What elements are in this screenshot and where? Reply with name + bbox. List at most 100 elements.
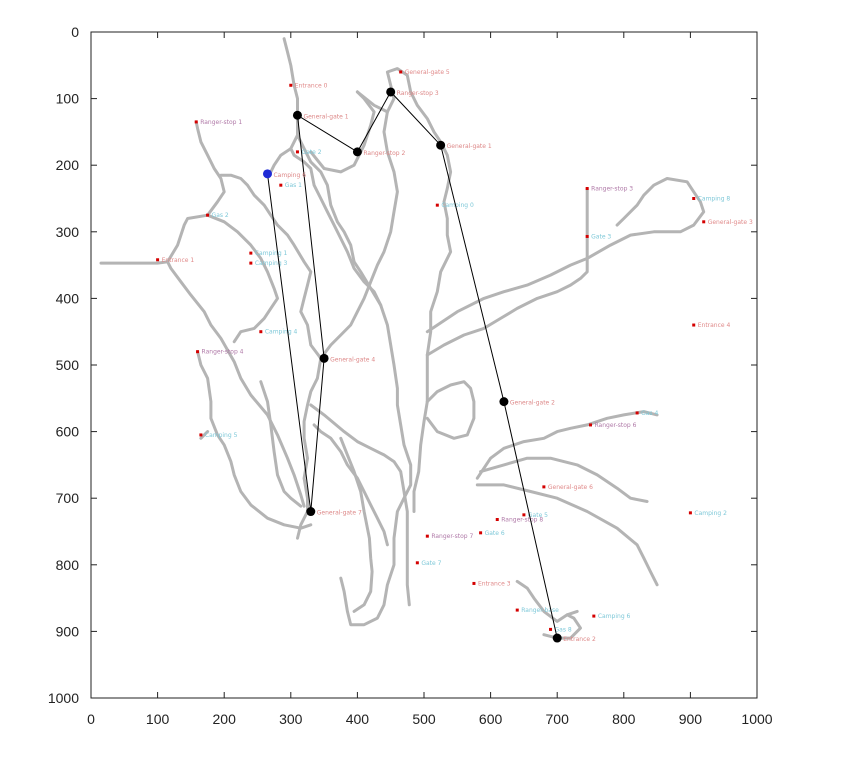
y-tick-label: 500 <box>56 357 80 373</box>
x-tick-label: 100 <box>146 711 170 727</box>
trail-path <box>199 430 210 440</box>
y-tick-label: 600 <box>56 424 80 440</box>
poi-marker <box>472 581 476 585</box>
poi-label: Camping 0 <box>441 202 474 209</box>
poi-marker <box>692 197 696 200</box>
poi-marker <box>279 183 283 187</box>
trail-path <box>296 133 413 627</box>
route-node <box>352 147 362 157</box>
trail-path <box>206 213 279 344</box>
poi-label: Gas 8 <box>555 626 572 633</box>
trail-path <box>166 260 306 508</box>
poi-label: Ranger-stop 8 <box>501 517 543 524</box>
route-node-label: Ranger-stop 3 <box>397 90 439 97</box>
route-node-label: Camping 6 <box>273 172 306 179</box>
poi-marker <box>692 323 696 327</box>
route-node <box>319 353 329 363</box>
trail-path <box>259 380 303 508</box>
poi-label: Gas 1 <box>285 182 302 189</box>
route-node-label: General-gate 7 <box>317 510 362 517</box>
poi-label: Gate 6 <box>485 530 505 537</box>
poi-marker <box>249 251 253 255</box>
route-node-label: General-gate 1 <box>303 113 348 120</box>
x-tick-label: 0 <box>87 711 95 727</box>
trail-path <box>289 147 383 307</box>
trail-path <box>99 120 226 265</box>
poi-marker <box>289 83 293 87</box>
poi-label: General-gate 3 <box>708 219 753 226</box>
poi-marker <box>702 220 706 224</box>
trail-path <box>309 90 376 174</box>
poi-marker <box>592 614 596 618</box>
trail-path <box>319 110 399 360</box>
x-tick-label: 800 <box>612 711 636 727</box>
poi-label: Ranger-stop 3 <box>591 186 633 193</box>
route-node <box>499 397 509 407</box>
poi-label: Gate 3 <box>591 233 611 240</box>
poi-label: Gate 2 <box>301 149 321 156</box>
y-tick-label: 900 <box>56 623 80 639</box>
route-node-label: Entrance 2 <box>563 636 596 643</box>
poi-marker <box>199 433 203 437</box>
poi-marker <box>399 70 403 74</box>
poi-marker <box>522 513 526 517</box>
poi-label: Camping 6 <box>598 613 631 620</box>
x-tick-label: 300 <box>279 711 303 727</box>
y-tick-label: 400 <box>56 290 80 306</box>
poi-label: Camping 2 <box>694 510 727 517</box>
x-tick-label: 1000 <box>741 711 772 727</box>
trail-path <box>355 67 453 513</box>
poi-marker <box>585 187 589 191</box>
poi-layer: Ranger-stop 1 Gas 2 Entrance 1 Camping 1 Cam… <box>156 69 753 633</box>
poi-marker <box>196 350 200 354</box>
poi-marker <box>688 511 692 515</box>
x-tick-label: 700 <box>546 711 570 727</box>
poi-label: Gate 5 <box>528 512 548 519</box>
poi-marker <box>295 150 299 154</box>
x-tick-label: 900 <box>679 711 703 727</box>
poi-label: Ranger-stop 6 <box>595 422 637 429</box>
poi-marker <box>415 561 419 565</box>
poi-marker <box>549 627 553 631</box>
route-node <box>292 110 302 120</box>
trail-path <box>196 350 313 530</box>
poi-label: Gate 7 <box>421 560 441 567</box>
start-point <box>262 169 272 179</box>
poi-marker <box>249 261 253 265</box>
route-node <box>436 140 446 150</box>
poi-marker <box>635 411 639 415</box>
poi-label: Camping 1 <box>255 250 288 257</box>
poi-marker <box>495 518 499 522</box>
poi-marker <box>194 120 198 124</box>
x-tick-label: 600 <box>479 711 503 727</box>
y-tick-label: 1000 <box>48 690 79 706</box>
route-node-label: Ranger-stop 2 <box>363 150 405 157</box>
y-tick-label: 200 <box>56 157 80 173</box>
poi-label: Gas 4 <box>641 410 658 417</box>
trail-path <box>475 483 659 587</box>
plot-frame <box>90 31 758 699</box>
route-node-label: General-gate 2 <box>510 400 555 407</box>
y-tick-label: 800 <box>56 557 80 573</box>
trail-path <box>425 380 476 440</box>
trail-network <box>99 37 706 640</box>
poi-marker <box>479 531 483 535</box>
trail-path <box>475 410 659 480</box>
poi-label: Entrance 4 <box>698 322 731 329</box>
poi-label: Entrance 0 <box>295 82 328 89</box>
poi-marker <box>589 423 592 427</box>
route-node <box>386 87 396 97</box>
y-tick-label: 300 <box>56 224 80 240</box>
y-tick-label: 100 <box>56 91 80 107</box>
poi-label: Camping 4 <box>265 329 298 336</box>
y-tick-label: 0 <box>71 24 79 40</box>
x-tick-label: 400 <box>346 711 370 727</box>
y-tick-label: 700 <box>56 490 80 506</box>
route-node <box>306 507 316 517</box>
poi-marker <box>156 258 160 262</box>
poi-label: General-gate 5 <box>405 69 450 76</box>
poi-label: Entrance 3 <box>478 580 511 587</box>
poi-marker <box>515 608 519 612</box>
